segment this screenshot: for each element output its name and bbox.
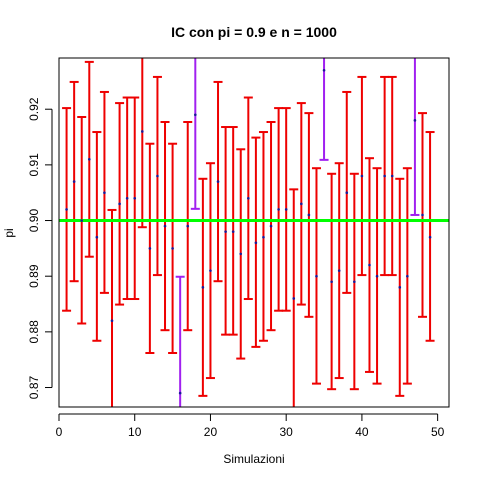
center-point [383,174,386,178]
y-tick-label: 0.92 [27,97,41,121]
center-point [133,196,137,200]
plot-frame [58,57,450,408]
center-point [398,286,402,289]
y-axis-label: pi [2,228,16,237]
center-point [292,297,296,300]
center-point [95,235,99,239]
x-axis-label: Simulazioni [223,452,284,466]
confidence-interval [175,275,185,407]
center-point [375,274,379,278]
center-point [345,191,349,195]
center-point [186,224,190,228]
center-point [239,252,243,256]
center-point [353,280,356,284]
center-point [118,202,121,206]
y-tick-label: 0.87 [27,376,41,400]
x-tick-label: 40 [355,425,369,439]
chart-title: IC con pi = 0.9 e n = 1000 [171,24,337,40]
center-point [201,286,205,289]
x-tick-label: 50 [431,425,445,439]
center-point [413,119,417,122]
y-tick-label: 0.91 [27,153,41,177]
center-point [406,274,409,278]
center-point [428,235,432,239]
center-point [65,208,68,211]
plot-layer: 0 10 20 30 40 50 0.87 0.88 0.89 0.90 0.91 0.92 [27,58,449,439]
center-point [390,174,394,178]
center-point [315,274,318,278]
center-point [209,269,212,272]
center-point [322,68,326,72]
center-point [307,213,311,217]
axes [45,108,439,421]
center-point [277,208,280,211]
center-point [360,174,364,178]
center-point [110,319,114,323]
center-point [141,130,144,133]
center-point [194,113,197,117]
x-tick-label: 20 [204,425,218,439]
interval-bars [62,58,435,407]
center-point [284,208,288,211]
x-tick-label: 30 [280,425,294,439]
center-point [224,230,227,233]
center-point [368,263,371,267]
center-point [148,247,152,250]
center-point [125,196,129,200]
center-point [300,202,303,206]
y-tick-label: 0.89 [27,264,41,288]
center-point [163,224,167,228]
center-point [421,213,424,217]
x-tick-label: 0 [56,425,63,439]
center-point [231,230,235,233]
center-point [156,174,159,178]
center-points [65,68,432,395]
center-point [87,158,91,161]
center-point [72,180,76,183]
center-point [178,391,182,395]
center-point [216,180,220,183]
center-point [247,196,250,200]
center-point [254,241,258,245]
center-point [269,224,273,228]
y-tick-label: 0.88 [27,320,41,344]
center-point [103,191,106,195]
center-point [337,269,341,272]
x-tick-label: 10 [128,425,142,439]
center-point [330,280,333,284]
center-point [262,235,265,239]
center-point [171,247,174,250]
y-tick-label: 0.90 [27,209,41,233]
center-point [80,219,84,222]
